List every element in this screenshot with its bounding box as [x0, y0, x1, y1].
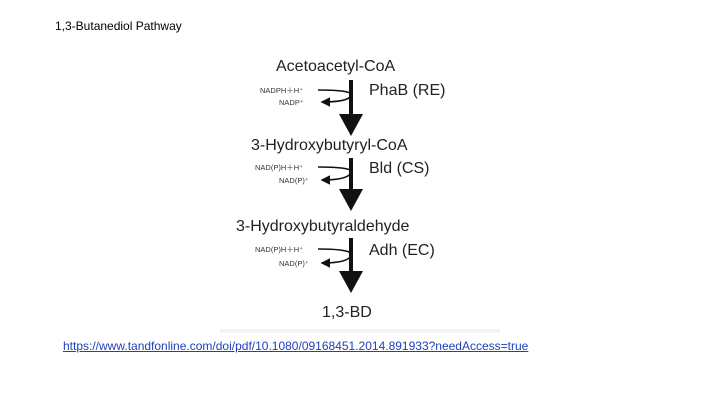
compound-acetoacetyl-coa: Acetoacetyl-CoA	[276, 58, 396, 75]
compound-1-3-bd: 1,3-BD	[322, 304, 372, 321]
pathway-diagram: Acetoacetyl-CoA PhaB (RE) NADPH＋H⁺ NADP⁺…	[220, 50, 500, 333]
step-1-cofactor-arc	[317, 89, 353, 107]
enzyme-step-2: Bld (CS)	[369, 160, 430, 177]
step-2-cofactor-arc	[317, 166, 353, 185]
cofactor-in-step-3: NAD(P)H＋H⁺	[255, 245, 304, 254]
pathway-arrows	[317, 80, 363, 293]
cofactor-out-step-2: NAD(P)⁺	[279, 176, 309, 185]
enzyme-step-1: PhaB (RE)	[369, 82, 446, 99]
cofactor-out-step-3: NAD(P)⁺	[279, 259, 309, 268]
step-1-arrow	[339, 80, 363, 136]
step-3-cofactor-arc	[317, 248, 353, 268]
compound-3-hydroxybutyraldehyde: 3-Hydroxybutyraldehyde	[236, 218, 410, 235]
source-link[interactable]: https://www.tandfonline.com/doi/pdf/10.1…	[63, 339, 529, 353]
step-2-arrow	[339, 158, 363, 211]
cofactor-in-step-1: NADPH＋H⁺	[260, 86, 304, 95]
cofactor-out-step-1: NADP⁺	[279, 98, 304, 107]
step-3-arrow	[339, 238, 363, 293]
compound-3-hydroxybutyryl-coa: 3-Hydroxybutyryl-CoA	[251, 137, 408, 154]
figure-bottom-edge	[220, 329, 500, 333]
enzyme-step-3: Adh (EC)	[369, 242, 435, 259]
cofactor-in-step-2: NAD(P)H＋H⁺	[255, 163, 304, 172]
slide-title: 1,3-Butanediol Pathway	[55, 19, 182, 33]
